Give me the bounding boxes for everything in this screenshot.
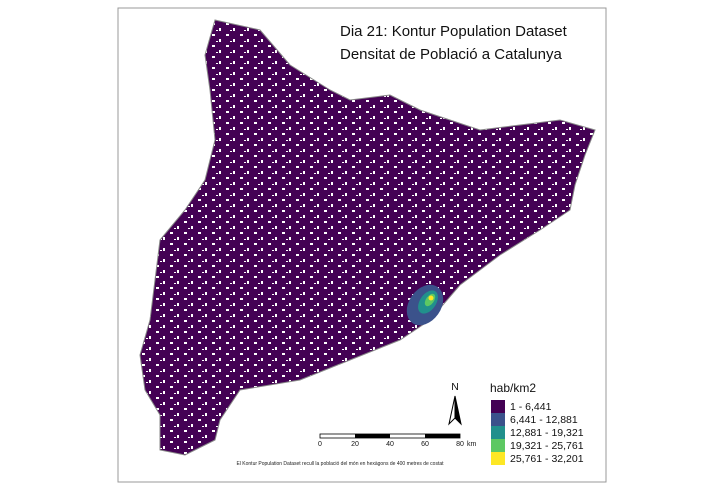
legend-swatch [491, 452, 505, 465]
scale-label: 40 [386, 441, 394, 448]
scale-bar [319, 433, 461, 439]
legend-swatch [491, 439, 505, 452]
title-line: Dia 21: Kontur Population Dataset [340, 23, 568, 40]
legend-label: 25,761 - 32,201 [510, 453, 584, 465]
legend-title: hab/km2 [490, 381, 536, 395]
scale-label: 0 [318, 441, 322, 448]
urban-density [406, 284, 444, 326]
legend-label: 12,881 - 19,321 [510, 427, 584, 439]
legend-label: 6,441 - 12,881 [510, 414, 578, 426]
legend-swatch [491, 400, 505, 413]
legend-label: 19,321 - 25,761 [510, 440, 584, 452]
scale-label: 60 [421, 441, 429, 448]
region-map [139, 19, 596, 456]
scale-label: 80 [456, 441, 464, 448]
caption: El Kontur Population Dataset recull la p… [236, 461, 444, 467]
scale-label: 20 [351, 441, 359, 448]
legend-swatch [491, 413, 505, 426]
map-frame [117, 7, 607, 483]
legend-swatch [491, 426, 505, 439]
title-line: Densitat de Població a Catalunya [340, 46, 562, 63]
legend-label: 1 - 6,441 [510, 401, 552, 413]
north-arrow: N [448, 381, 462, 426]
scale-unit: km [467, 441, 477, 448]
north-label: N [451, 381, 459, 393]
